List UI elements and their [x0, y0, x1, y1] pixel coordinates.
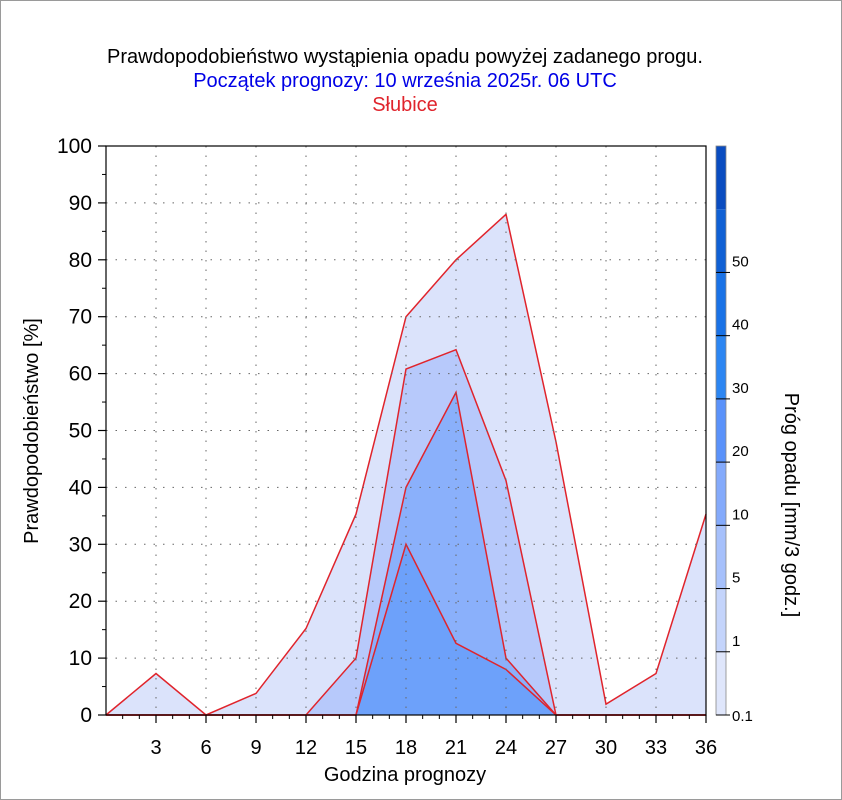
y-tick-label: 60 — [69, 363, 92, 386]
area-threshold-3 — [106, 544, 706, 715]
colorbar-tick-label: 30 — [732, 380, 749, 397]
y-tick-label: 30 — [69, 533, 92, 556]
x-tick-label: 30 — [595, 737, 617, 759]
x-axis-ticks: 3 6 9 12 15 18 21 24 27 30 33 36 — [122, 715, 717, 759]
x-tick-label: 3 — [150, 737, 161, 759]
colorbar-segment — [716, 398, 726, 463]
y-tick-label: 0 — [80, 704, 92, 727]
colorbar-segment — [716, 462, 726, 526]
location-label: Słubice — [372, 94, 438, 116]
colorbar-segment — [716, 335, 726, 399]
colorbar-tick-label: 50 — [732, 253, 749, 270]
y-tick-label: 50 — [69, 420, 92, 443]
x-tick-label: 18 — [395, 737, 417, 759]
x-tick-label: 36 — [695, 737, 717, 759]
colorbar-tick-label: 5 — [732, 570, 740, 587]
colorbar-segment — [716, 588, 726, 652]
x-tick-label: 24 — [495, 737, 517, 759]
y-axis-ticks: 0 10 20 30 40 50 60 70 80 90 100 — [57, 135, 106, 727]
x-tick-label: 9 — [250, 737, 261, 759]
chart-subtitle: Początek prognozy: 10 września 2025r. 06… — [193, 70, 617, 92]
y-tick-label: 40 — [69, 476, 92, 499]
y-tick-label: 10 — [69, 647, 92, 670]
y-tick-label: 20 — [69, 590, 92, 613]
y-tick-label: 100 — [57, 135, 92, 158]
colorbar-tick-label: 0.1 — [732, 708, 753, 725]
y-axis-label: Prawdopodobieństwo [%] — [21, 318, 43, 544]
colorbar-segment — [716, 651, 726, 715]
y-tick-label: 70 — [69, 306, 92, 329]
colorbar-label: Próg opadu [mm/3 godz.] — [780, 393, 802, 618]
colorbar-segment — [716, 146, 726, 210]
colorbar-tick-label: 10 — [732, 506, 749, 523]
y-tick-label: 90 — [69, 192, 92, 215]
colorbar-tick-label: 40 — [732, 317, 749, 334]
chart-title: Prawdopodobieństwo wystąpienia opadu pow… — [107, 46, 703, 68]
x-tick-label: 12 — [295, 737, 317, 759]
x-tick-label: 33 — [645, 737, 667, 759]
colorbar-tick-label: 1 — [732, 633, 740, 650]
x-tick-label: 15 — [345, 737, 367, 759]
colorbar: 0.1 1 5 10 20 30 40 50 — [715, 145, 753, 725]
x-axis-label: Godzina prognozy — [324, 764, 486, 786]
x-tick-label: 6 — [200, 737, 211, 759]
colorbar-segment — [716, 525, 726, 589]
x-tick-label: 27 — [545, 737, 567, 759]
y-tick-label: 80 — [69, 249, 92, 272]
x-tick-label: 21 — [445, 737, 467, 759]
colorbar-tick-label: 20 — [732, 443, 749, 460]
colorbar-segment — [716, 272, 726, 336]
colorbar-segment — [716, 209, 726, 273]
